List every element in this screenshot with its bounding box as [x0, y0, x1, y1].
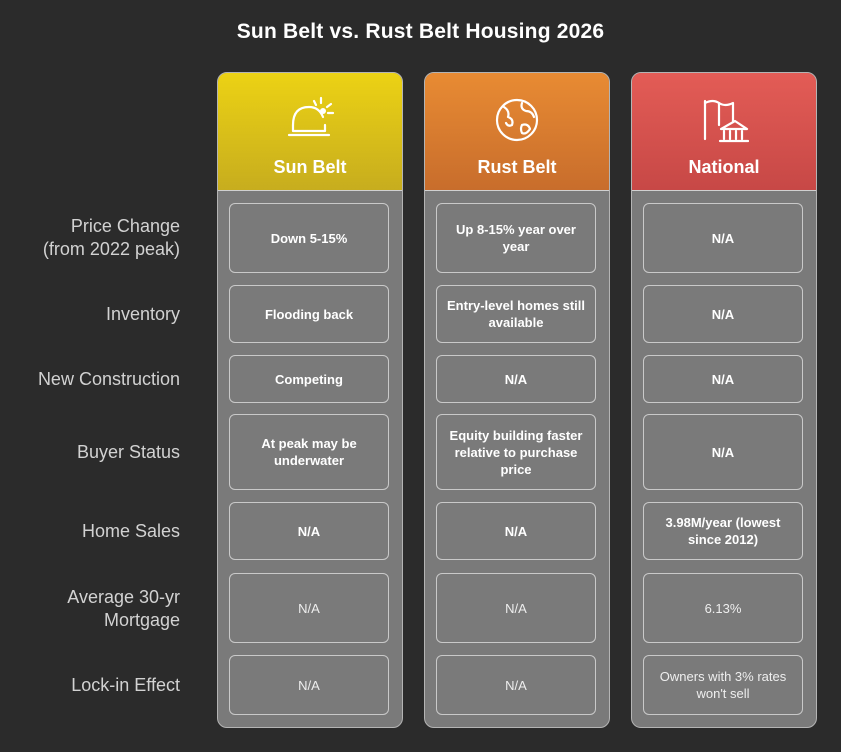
- cell-national-inventory: N/A: [643, 285, 803, 343]
- row-label-line: Buyer Status: [76, 442, 180, 462]
- row-label-lock-in: Lock-in Effect: [0, 674, 180, 697]
- cell-sun-belt-mortgage: N/A: [229, 573, 389, 643]
- column-title-sun-belt: Sun Belt: [273, 157, 347, 177]
- column-sun-belt: Sun Belt Down 5-15% Flooding back Compet…: [217, 72, 403, 728]
- cell-rust-belt-inventory: Entry-level homes still available: [436, 285, 596, 343]
- column-header-rust-belt: Rust Belt: [425, 73, 609, 191]
- row-label-line: Price Change: [70, 216, 180, 236]
- cell-sun-belt-new-construction: Competing: [229, 355, 389, 403]
- flag-capitol-icon: [703, 99, 749, 143]
- page-title: Sun Belt vs. Rust Belt Housing 2026: [236, 20, 605, 43]
- cell-sun-belt-buyer-status: At peak may be underwater: [229, 414, 389, 490]
- row-label-inventory: Inventory: [0, 303, 180, 326]
- column-title-rust-belt: Rust Belt: [477, 157, 557, 177]
- column-national: National N/A N/A N/A N/A 3.98M/year (low…: [631, 72, 817, 728]
- column-header-national: National: [632, 73, 816, 191]
- column-rust-belt: Rust Belt Up 8-15% year over year Entry-…: [424, 72, 610, 728]
- cell-national-mortgage: 6.13%: [643, 573, 803, 643]
- cell-rust-belt-home-sales: N/A: [436, 502, 596, 560]
- row-label-line: (from 2022 peak): [42, 239, 180, 259]
- cell-rust-belt-lock-in: N/A: [436, 655, 596, 715]
- row-label-line: New Construction: [37, 369, 180, 389]
- row-label-line: Mortgage: [103, 610, 180, 630]
- row-label-mortgage: Average 30-yr Mortgage: [0, 586, 180, 632]
- cell-rust-belt-mortgage: N/A: [436, 573, 596, 643]
- row-label-buyer-status: Buyer Status: [0, 441, 180, 464]
- cell-rust-belt-price-change: Up 8-15% year over year: [436, 203, 596, 273]
- cell-national-lock-in: Owners with 3% rates won't sell: [643, 655, 803, 715]
- column-header-sun-belt: Sun Belt: [218, 73, 402, 191]
- cell-rust-belt-buyer-status: Equity building faster relative to purch…: [436, 414, 596, 490]
- cell-national-new-construction: N/A: [643, 355, 803, 403]
- row-label-price-change: Price Change (from 2022 peak): [0, 215, 180, 261]
- globe-icon: [495, 98, 539, 142]
- row-label-line: Lock-in Effect: [71, 675, 180, 695]
- row-label-new-construction: New Construction: [0, 368, 180, 391]
- cell-national-price-change: N/A: [643, 203, 803, 273]
- cell-national-home-sales: 3.98M/year (lowest since 2012): [643, 502, 803, 560]
- cell-sun-belt-price-change: Down 5-15%: [229, 203, 389, 273]
- row-label-home-sales: Home Sales: [0, 520, 180, 543]
- cell-sun-belt-home-sales: N/A: [229, 502, 389, 560]
- cell-sun-belt-lock-in: N/A: [229, 655, 389, 715]
- cell-sun-belt-inventory: Flooding back: [229, 285, 389, 343]
- sun-hat-icon: [287, 96, 335, 137]
- row-label-line: Inventory: [105, 304, 180, 324]
- row-label-line: Home Sales: [81, 521, 180, 541]
- column-title-national: National: [688, 157, 760, 177]
- cell-national-buyer-status: N/A: [643, 414, 803, 490]
- cell-rust-belt-new-construction: N/A: [436, 355, 596, 403]
- row-label-line: Average 30-yr: [67, 587, 180, 607]
